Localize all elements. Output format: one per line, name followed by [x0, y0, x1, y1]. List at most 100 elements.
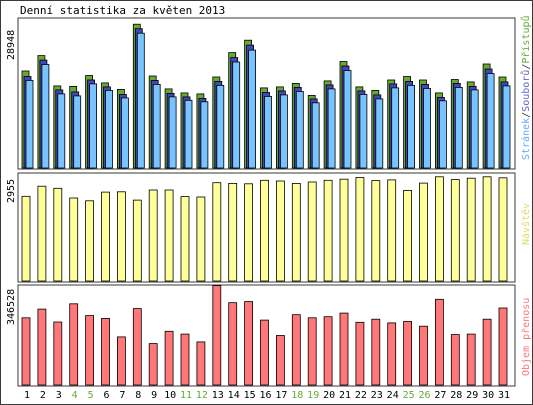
navstevy-bar-day-13 [212, 182, 222, 282]
objem-bar-day-19 [307, 317, 317, 386]
x-tick-label-day-20: 20 [323, 390, 335, 401]
objem-bar-day-15 [244, 301, 254, 386]
navstevy-bar-day-6 [101, 191, 110, 282]
volume-panel [17, 284, 516, 387]
traffic-panel [17, 17, 516, 170]
legend-objem: Objem přenosu [520, 298, 532, 376]
navstevy-bar-day-11 [180, 196, 190, 282]
navstevy-bar-day-23 [371, 180, 381, 282]
objem-bar-day-20 [323, 316, 333, 386]
objem-bar-day-21 [339, 312, 349, 386]
objem-bar-day-4 [69, 303, 79, 386]
objem-bar-day-29 [466, 333, 476, 386]
stranky-bar-day-25 [407, 85, 416, 169]
x-tick-label-day-4: 4 [72, 390, 78, 401]
navstevy-bar-day-3 [53, 187, 63, 282]
visits-panel [17, 172, 516, 283]
x-tick-label-day-3: 3 [56, 390, 62, 401]
objem-bar-day-11 [180, 333, 190, 386]
stranky-bar-day-14 [232, 61, 241, 169]
navstevy-bar-day-5 [85, 200, 94, 282]
x-tick-label-day-26: 26 [418, 390, 430, 401]
stranky-bar-day-9 [152, 84, 161, 169]
x-tick-label-day-27: 27 [434, 390, 446, 401]
stranky-bar-day-24 [391, 87, 400, 169]
x-tick-label-day-15: 15 [244, 390, 256, 401]
navstevy-bar-day-10 [164, 189, 174, 282]
objem-bar-day-31 [498, 307, 508, 386]
stranky-bar-day-15 [248, 49, 257, 169]
objem-bar-day-16 [260, 319, 269, 386]
objem-bar-day-23 [371, 318, 381, 386]
x-axis-labels: 1 2 3 4 5 6 7 8 9 10 11 12 13 14 15 16 17 18 19 20 21 22 23 24 2… [24, 390, 510, 401]
navstevy-bar-day-14 [228, 182, 238, 282]
navstevy-bar-day-15 [244, 183, 254, 282]
navstevy-bar-day-8 [132, 199, 142, 282]
x-tick-label-day-28: 28 [450, 390, 462, 401]
stranky-bar-day-21 [343, 70, 352, 169]
objem-bar-day-10 [164, 330, 174, 386]
x-tick-label-day-19: 19 [307, 390, 319, 401]
navstevy-bar-day-30 [482, 176, 492, 282]
objem-bar-day-13 [212, 285, 222, 386]
stranky-bar-day-7 [121, 97, 129, 169]
objem-bar-day-17 [275, 335, 285, 386]
x-tick-label-day-1: 1 [24, 390, 30, 401]
objem-bar-day-14 [228, 302, 238, 386]
navstevy-bar-day-20 [323, 179, 333, 282]
stranky-bar-day-26 [423, 88, 431, 169]
x-tick-label-day-29: 29 [466, 390, 478, 401]
x-tick-label-day-22: 22 [355, 390, 367, 401]
objem-bar-day-25 [403, 321, 413, 386]
objem-bar-day-9 [148, 343, 158, 386]
stranky-bar-day-4 [73, 95, 82, 169]
x-tick-label-day-10: 10 [164, 390, 176, 401]
stranky-bar-day-20 [327, 88, 336, 169]
x-tick-label-day-18: 18 [291, 390, 303, 401]
navstevy-bar-day-24 [387, 179, 397, 282]
x-tick-label-day-8: 8 [135, 390, 141, 401]
x-tick-label-day-13: 13 [212, 390, 224, 401]
stranky-bar-day-2 [41, 64, 50, 169]
objem-bar-day-6 [101, 317, 110, 386]
navstevy-bar-day-7 [117, 191, 126, 282]
objem-bar-day-7 [117, 336, 126, 386]
legend-pristupu: Přístupů [520, 15, 532, 63]
x-tick-label-day-24: 24 [387, 390, 399, 401]
navstevy-bar-day-17 [275, 180, 285, 282]
legend-stranky: Stránek [520, 118, 532, 160]
x-tick-label-day-7: 7 [119, 390, 125, 401]
stranky-bar-day-11 [184, 99, 193, 169]
navstevy-bar-day-1 [21, 195, 31, 282]
x-tick-label-day-6: 6 [103, 390, 109, 401]
x-tick-label-day-17: 17 [275, 390, 287, 401]
navstevy-bar-day-25 [403, 189, 413, 282]
objem-bar-day-8 [132, 308, 142, 386]
navstevy-bar-day-28 [450, 179, 460, 282]
stranky-bar-day-8 [136, 32, 145, 169]
stranky-bar-day-31 [502, 85, 511, 169]
x-tick-label-day-14: 14 [228, 390, 240, 401]
legend-navstevy: Návštěv [520, 203, 532, 245]
stranky-bar-day-10 [168, 96, 177, 169]
navstevy-bar-day-21 [339, 178, 349, 282]
x-tick-label-day-11: 11 [180, 390, 192, 401]
navstevy-bar-day-12 [196, 196, 206, 282]
objem-bar-day-28 [450, 334, 460, 386]
stranky-bar-day-13 [216, 85, 225, 169]
stranky-bar-day-3 [57, 93, 66, 169]
objem-bar-day-18 [291, 314, 301, 386]
objem-bar-day-30 [482, 318, 492, 386]
x-tick-label-day-25: 25 [403, 390, 415, 401]
stranky-bar-day-22 [359, 94, 368, 169]
navstevy-bar-day-19 [307, 181, 317, 282]
stranky-bar-day-23 [375, 98, 384, 169]
objem-bar-day-3 [53, 321, 63, 386]
stranky-bar-day-28 [454, 87, 463, 169]
objem-bar-day-1 [21, 317, 31, 386]
x-tick-label-day-2: 2 [40, 390, 46, 401]
chart-title: Denní statistika za květen 2013 [20, 4, 225, 17]
x-tick-label-day-21: 21 [339, 390, 351, 401]
stranky-bar-day-18 [295, 91, 304, 169]
